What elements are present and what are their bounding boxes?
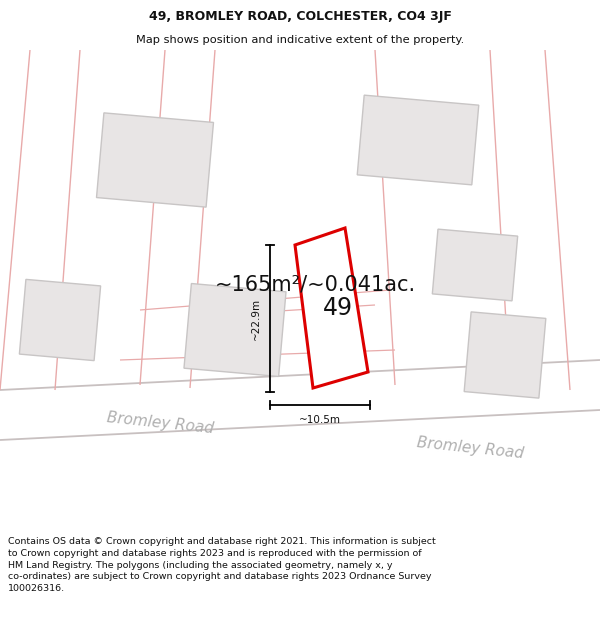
- Polygon shape: [357, 95, 479, 185]
- Text: Map shows position and indicative extent of the property.: Map shows position and indicative extent…: [136, 35, 464, 45]
- Text: ~10.5m: ~10.5m: [299, 415, 341, 425]
- Polygon shape: [464, 312, 546, 398]
- Text: ~165m²/~0.041ac.: ~165m²/~0.041ac.: [214, 275, 416, 295]
- Polygon shape: [433, 229, 518, 301]
- Text: 49: 49: [323, 296, 353, 320]
- Text: Contains OS data © Crown copyright and database right 2021. This information is : Contains OS data © Crown copyright and d…: [8, 537, 436, 593]
- Polygon shape: [97, 113, 214, 207]
- Polygon shape: [184, 284, 286, 376]
- Polygon shape: [19, 279, 101, 361]
- Text: ~22.9m: ~22.9m: [251, 298, 261, 339]
- Text: 49, BROMLEY ROAD, COLCHESTER, CO4 3JF: 49, BROMLEY ROAD, COLCHESTER, CO4 3JF: [149, 10, 451, 23]
- Text: Bromley Road: Bromley Road: [106, 410, 214, 436]
- Text: Bromley Road: Bromley Road: [416, 435, 524, 461]
- Polygon shape: [295, 228, 368, 388]
